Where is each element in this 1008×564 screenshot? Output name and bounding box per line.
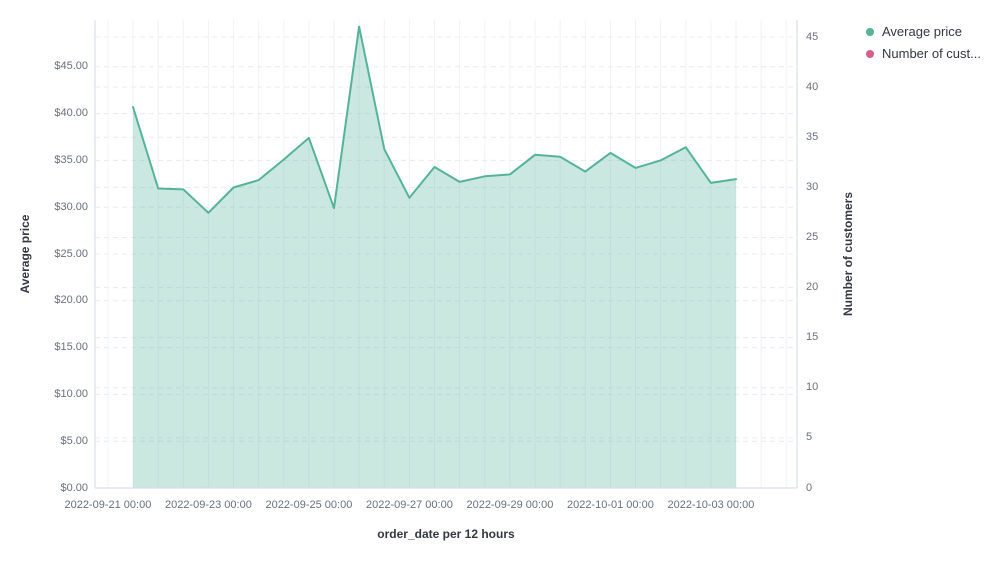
y-axis-left-tick-label: $25.00	[54, 247, 88, 260]
y-axis-left-title: Average price	[18, 214, 32, 294]
x-axis-tick-label: 2022-10-01 00:00	[566, 499, 654, 511]
y-axis-right-tick-label: 5	[806, 431, 813, 444]
y-axis-left-tick-label: $30.00	[54, 200, 88, 213]
x-axis-tick-label: 2022-09-29 00:00	[466, 499, 554, 511]
x-axis-title: order_date per 12 hours	[377, 527, 515, 541]
y-axis-right-tick-label: 0	[806, 481, 813, 494]
y-axis-right-tick-label: 20	[806, 281, 819, 294]
y-axis-left-tick-label: $40.00	[54, 107, 88, 120]
legend-item[interactable]: Number of cust...	[866, 46, 981, 61]
y-axis-right-title: Number of customers	[841, 191, 855, 317]
x-axis-tick-label: 2022-09-21 00:00	[64, 499, 152, 511]
series-area-fill	[133, 26, 736, 488]
y-axis-left-tick-label: $10.00	[54, 387, 88, 400]
legend-item[interactable]: Average price	[866, 24, 981, 39]
x-axis-tick-label: 2022-09-25 00:00	[265, 499, 353, 511]
y-axis-left-tick-label: $35.00	[54, 153, 88, 166]
y-axis-left-tick-label: $15.00	[54, 341, 88, 354]
y-axis-right-tick-label: 10	[806, 381, 819, 394]
y-axis-left-tick-label: $0.00	[60, 481, 88, 494]
chart-legend: Average price Number of cust...	[866, 24, 981, 61]
y-axis-right-tick-label: 15	[806, 331, 819, 344]
legend-item-label: Average price	[882, 24, 962, 39]
x-axis-tick-label: 2022-09-27 00:00	[365, 499, 453, 511]
y-axis-right-tick-label: 35	[806, 130, 819, 143]
legend-item-label: Number of cust...	[882, 46, 981, 61]
y-axis-left-tick-label: $20.00	[54, 294, 88, 307]
x-axis-tick-label: 2022-09-23 00:00	[164, 499, 252, 511]
y-axis-left-tick-label: $45.00	[54, 60, 88, 73]
y-axis-right-tick-label: 25	[806, 230, 819, 243]
series-line	[132, 25, 737, 214]
y-axis-left-tick-label: $5.00	[60, 434, 88, 447]
series-color-dot-icon	[866, 49, 874, 58]
y-axis-right-tick-label: 30	[806, 180, 819, 193]
series-color-dot-icon	[866, 27, 874, 36]
y-axis-right-tick-label: 45	[806, 30, 819, 43]
x-axis-tick-label: 2022-10-03 00:00	[667, 499, 755, 511]
y-axis-right-tick-label: 40	[806, 80, 819, 93]
